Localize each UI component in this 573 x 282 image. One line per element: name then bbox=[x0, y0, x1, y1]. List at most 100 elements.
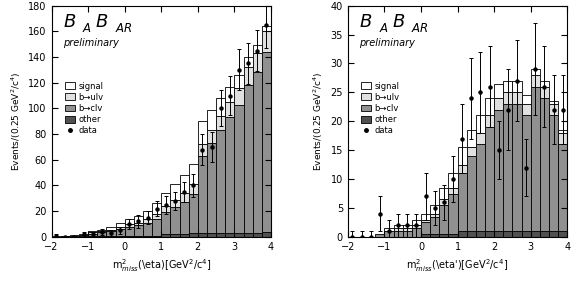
Bar bbox=[476, 144, 485, 231]
Bar bbox=[152, 204, 161, 214]
Bar bbox=[253, 45, 262, 53]
Text: $\mathbf{\mathit{A}}$: $\mathbf{\mathit{A}}$ bbox=[83, 22, 92, 35]
Bar bbox=[476, 133, 485, 144]
Bar bbox=[494, 110, 503, 231]
Bar bbox=[476, 231, 485, 237]
Bar bbox=[179, 202, 189, 234]
Bar bbox=[198, 144, 207, 156]
Bar bbox=[107, 236, 116, 237]
Bar bbox=[412, 228, 421, 237]
Bar bbox=[143, 223, 152, 235]
Bar bbox=[421, 234, 430, 237]
Bar bbox=[476, 116, 485, 133]
Bar bbox=[61, 235, 70, 236]
Bar bbox=[449, 188, 458, 193]
Bar bbox=[234, 233, 244, 237]
Bar bbox=[225, 87, 234, 102]
Bar bbox=[125, 224, 134, 227]
Bar bbox=[189, 164, 198, 184]
Bar bbox=[421, 219, 430, 222]
Bar bbox=[403, 225, 412, 228]
Bar bbox=[143, 219, 152, 223]
Text: $\mathbf{\mathit{AR}}$: $\mathbf{\mathit{AR}}$ bbox=[115, 22, 133, 35]
Bar bbox=[107, 231, 116, 236]
Bar bbox=[189, 195, 198, 233]
Bar bbox=[170, 234, 179, 237]
Bar bbox=[262, 31, 271, 52]
Bar bbox=[558, 130, 567, 133]
Bar bbox=[439, 205, 449, 234]
Bar bbox=[179, 175, 189, 193]
Bar bbox=[52, 236, 61, 237]
Text: $\mathbf{\mathit{B}}$: $\mathbf{\mathit{B}}$ bbox=[96, 13, 109, 30]
Bar bbox=[531, 231, 540, 237]
Bar bbox=[262, 26, 271, 31]
Bar bbox=[503, 92, 512, 104]
Bar bbox=[97, 231, 107, 232]
Bar bbox=[521, 104, 531, 116]
Legend: signal, b→ulv, b→clv, other, data: signal, b→ulv, b→clv, other, data bbox=[359, 79, 402, 138]
Bar bbox=[152, 219, 161, 235]
Bar bbox=[152, 214, 161, 219]
Bar bbox=[458, 173, 466, 231]
Bar bbox=[79, 235, 88, 237]
Bar bbox=[512, 231, 521, 237]
Bar bbox=[134, 223, 143, 225]
Bar bbox=[125, 227, 134, 235]
Bar bbox=[234, 88, 244, 105]
Bar bbox=[403, 231, 412, 237]
Bar bbox=[134, 225, 143, 235]
Bar bbox=[244, 57, 253, 67]
Bar bbox=[430, 234, 439, 237]
Bar bbox=[549, 101, 558, 104]
Bar bbox=[531, 69, 540, 75]
Bar bbox=[253, 72, 262, 233]
Bar bbox=[439, 199, 449, 205]
Bar bbox=[207, 143, 216, 233]
Bar bbox=[466, 156, 476, 231]
Bar bbox=[88, 231, 97, 232]
Bar bbox=[512, 92, 521, 104]
Bar bbox=[394, 231, 403, 237]
Bar bbox=[116, 235, 125, 237]
Text: preliminary: preliminary bbox=[359, 38, 415, 48]
Bar bbox=[107, 227, 116, 230]
Bar bbox=[503, 104, 512, 231]
Bar bbox=[134, 216, 143, 223]
Bar bbox=[125, 219, 134, 224]
Text: $\mathbf{\mathit{A}}$: $\mathbf{\mathit{A}}$ bbox=[379, 22, 388, 35]
Bar bbox=[143, 211, 152, 219]
Bar bbox=[216, 98, 225, 116]
Bar bbox=[244, 85, 253, 233]
Bar bbox=[485, 127, 494, 231]
Bar bbox=[485, 231, 494, 237]
Bar bbox=[439, 188, 449, 199]
Bar bbox=[253, 53, 262, 72]
Bar bbox=[134, 235, 143, 237]
Bar bbox=[466, 231, 476, 237]
Bar bbox=[116, 227, 125, 229]
Bar bbox=[125, 235, 134, 237]
Bar bbox=[458, 231, 466, 237]
Bar bbox=[161, 193, 170, 206]
X-axis label: m$^2_{miss}$(\eta)[GeV$^2$/c$^4$]: m$^2_{miss}$(\eta)[GeV$^2$/c$^4$] bbox=[112, 257, 211, 274]
Bar bbox=[225, 117, 234, 233]
Bar bbox=[485, 98, 494, 116]
Bar bbox=[262, 232, 271, 237]
Bar bbox=[107, 230, 116, 231]
Bar bbox=[494, 98, 503, 110]
Bar bbox=[161, 234, 170, 237]
Legend: signal, b→ulv, b→clv, other, data: signal, b→ulv, b→clv, other, data bbox=[62, 79, 106, 138]
Bar bbox=[449, 193, 458, 234]
Bar bbox=[403, 228, 412, 231]
Bar bbox=[494, 231, 503, 237]
Bar bbox=[216, 233, 225, 237]
Bar bbox=[485, 115, 494, 127]
Bar bbox=[384, 228, 394, 231]
Bar bbox=[394, 228, 403, 231]
Bar bbox=[198, 121, 207, 144]
Bar bbox=[234, 105, 244, 233]
Bar bbox=[466, 130, 476, 147]
Bar bbox=[439, 234, 449, 237]
Bar bbox=[170, 184, 179, 200]
